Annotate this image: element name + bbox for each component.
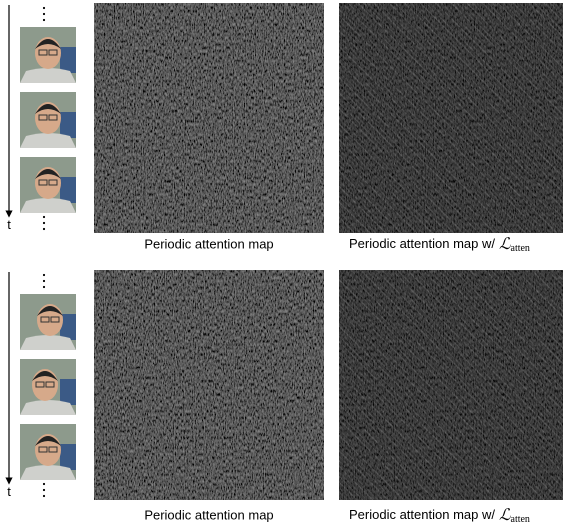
face-frame <box>20 294 76 350</box>
frame-wall <box>60 112 76 138</box>
caption: Periodic attention map <box>144 236 273 251</box>
face-frame <box>20 359 76 415</box>
ellipsis-dot <box>43 489 45 491</box>
frame-wall <box>60 444 76 470</box>
ellipsis-dot <box>43 7 45 9</box>
frame-wall <box>60 47 76 73</box>
caption: Periodic attention map w/ℒatten <box>349 507 530 526</box>
face-frame <box>20 157 76 213</box>
frame-wall <box>60 379 76 405</box>
attention-map <box>94 3 324 233</box>
ellipsis-dot <box>43 274 45 276</box>
figure-row: t Periodic attention map Periodic attentio… <box>7 3 563 254</box>
ellipsis-dot <box>43 495 45 497</box>
loss-symbol: ℒ <box>499 507 511 524</box>
time-label: t <box>7 217 11 232</box>
caption-text: Periodic attention map w/ <box>349 236 495 251</box>
loss-subscript: atten <box>511 514 530 525</box>
face-frame <box>20 424 76 480</box>
ellipsis-dot <box>43 286 45 288</box>
frame-wall <box>60 177 76 203</box>
figure: t Periodic attention map Periodic attentio… <box>0 0 565 528</box>
ellipsis-dot <box>43 280 45 282</box>
map-noise <box>94 270 324 500</box>
attention-map-with-loss <box>339 3 563 233</box>
face-frame <box>20 92 76 148</box>
ellipsis-dot <box>43 222 45 224</box>
face-frame <box>20 27 76 83</box>
loss-symbol: ℒ <box>499 236 511 253</box>
map-noise <box>339 270 563 500</box>
attention-map-with-loss <box>339 270 563 500</box>
map-noise <box>339 3 563 233</box>
attention-map <box>94 270 324 500</box>
caption: Periodic attention map <box>144 507 273 522</box>
time-label: t <box>7 484 11 499</box>
ellipsis-dot <box>43 19 45 21</box>
ellipsis-dot <box>43 483 45 485</box>
figure-row: t Periodic attention map Periodic attentio… <box>7 270 563 525</box>
ellipsis-dot <box>43 13 45 15</box>
caption: Periodic attention map w/ℒatten <box>349 236 530 255</box>
ellipsis-dot <box>43 228 45 230</box>
ellipsis-dot <box>43 216 45 218</box>
caption-text: Periodic attention map w/ <box>349 507 495 522</box>
loss-subscript: atten <box>511 243 530 254</box>
map-noise <box>94 3 324 233</box>
